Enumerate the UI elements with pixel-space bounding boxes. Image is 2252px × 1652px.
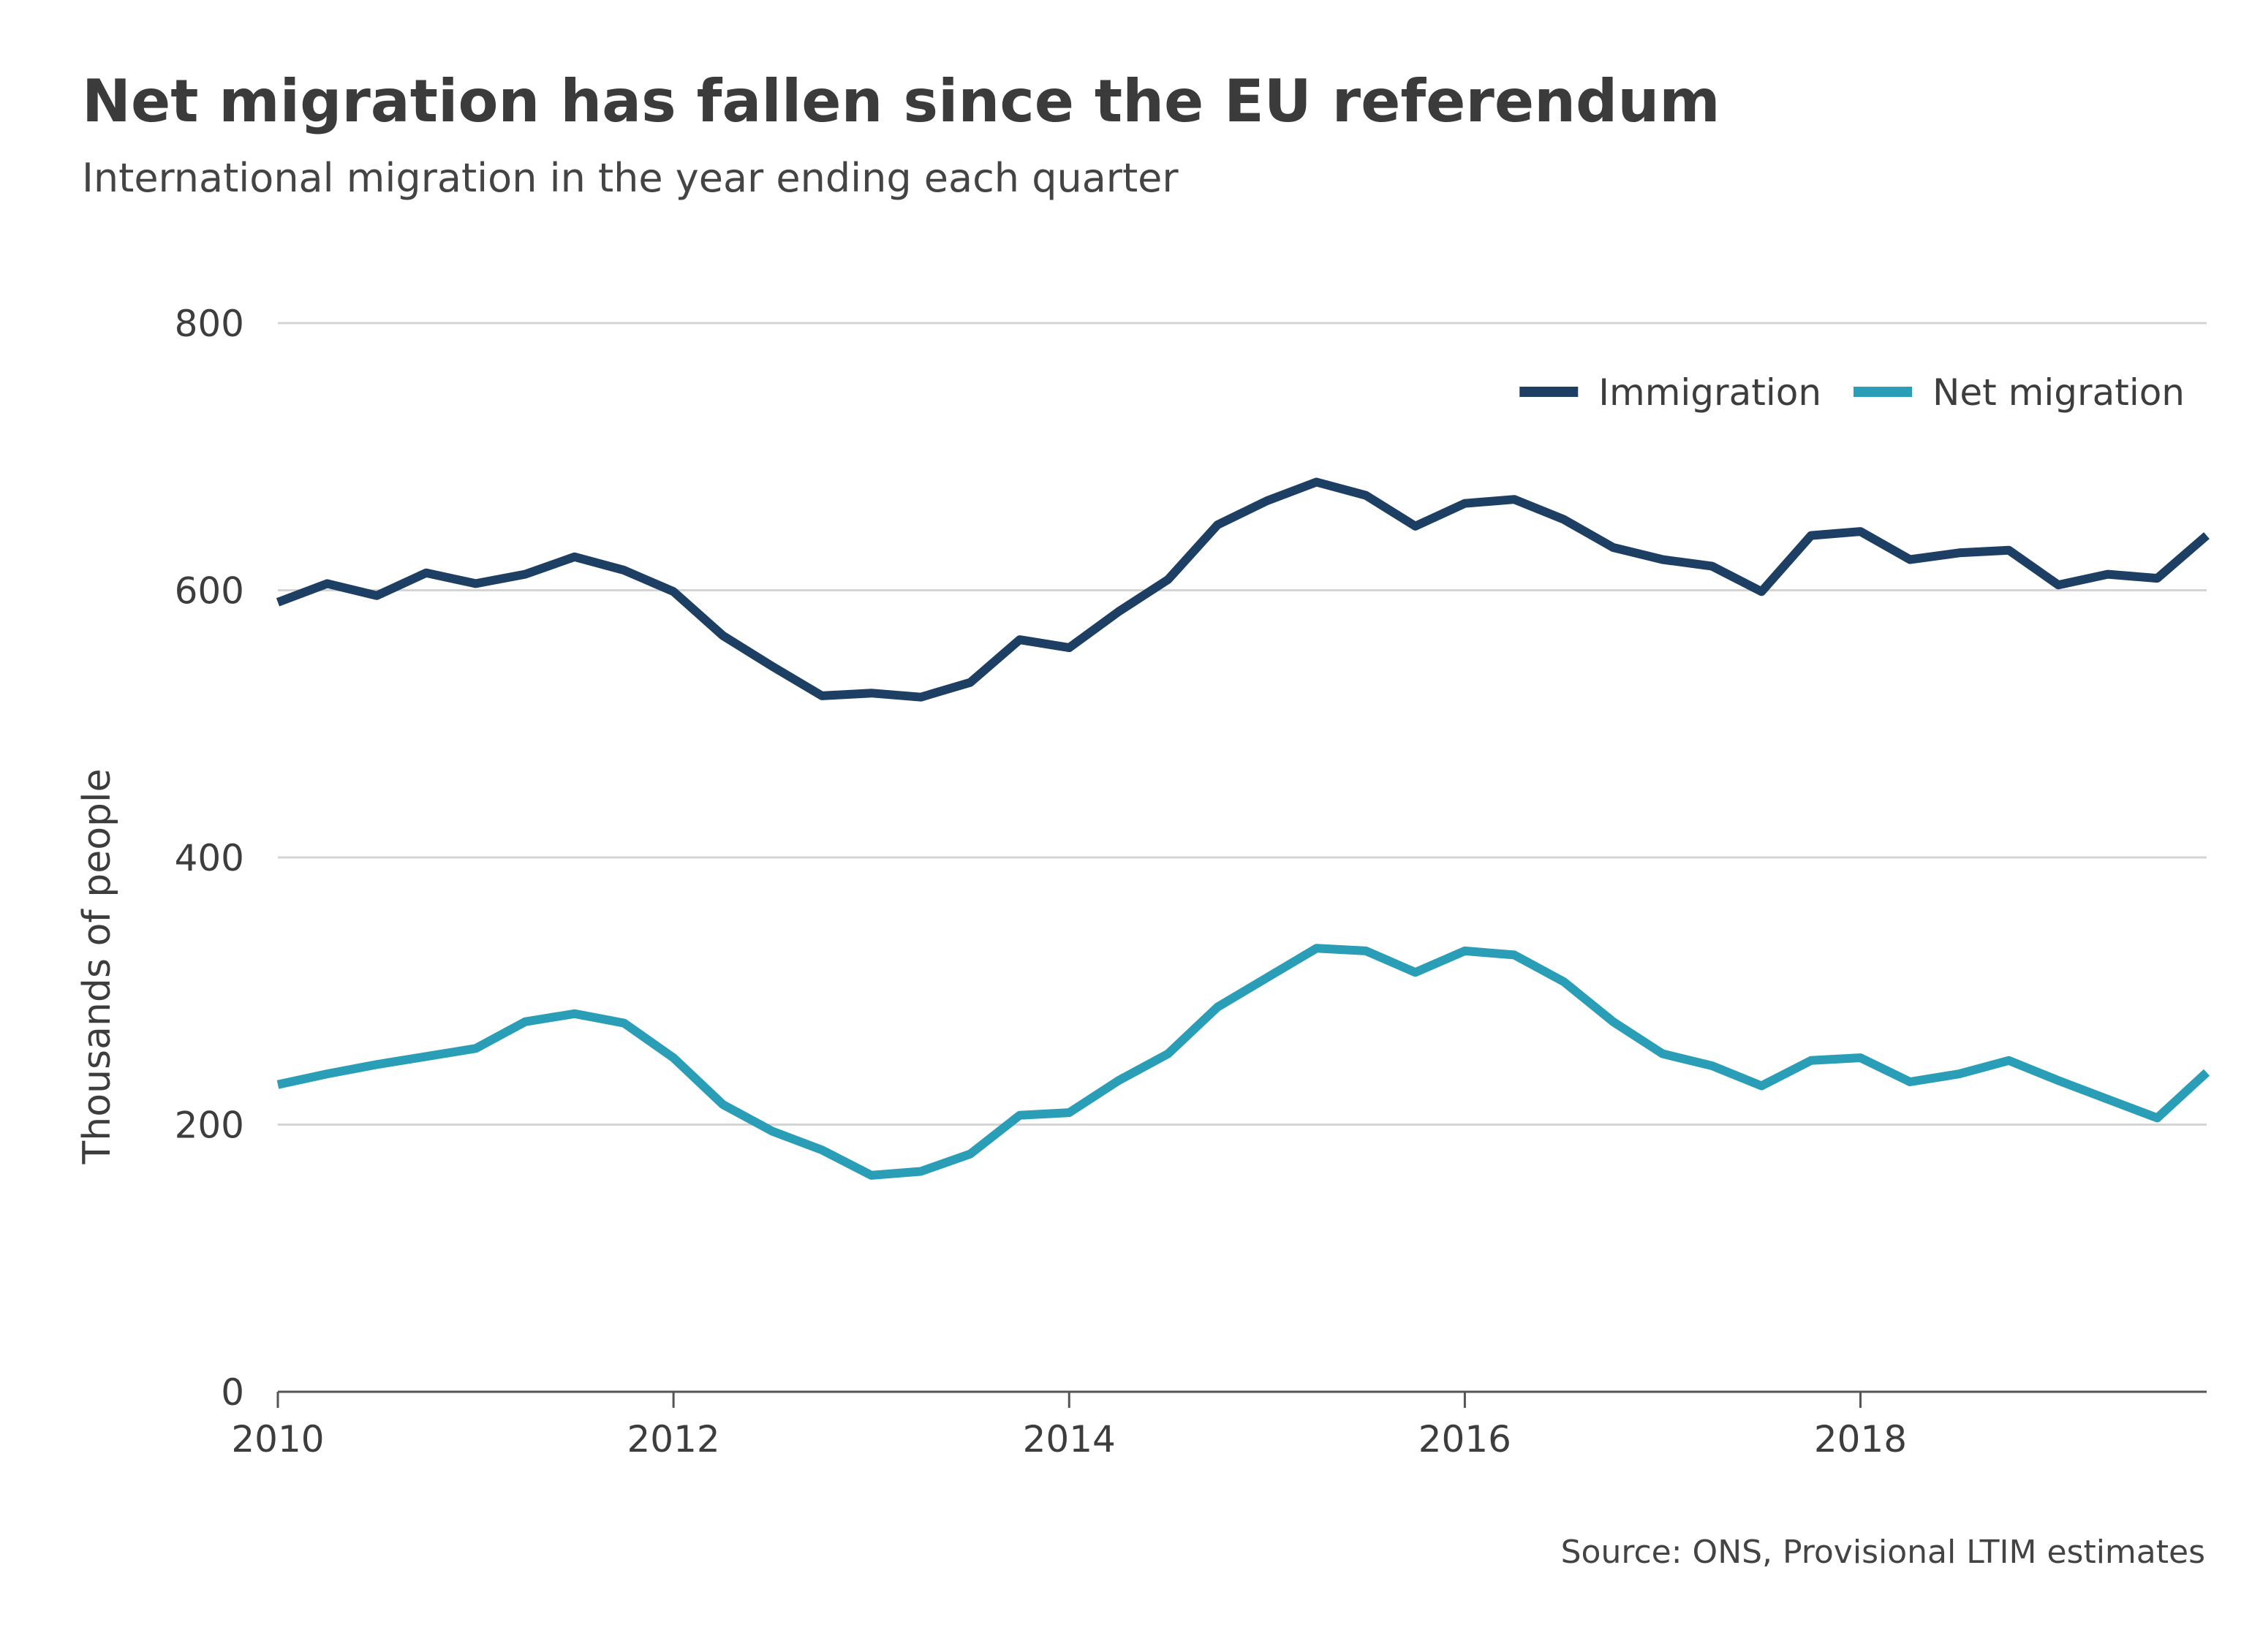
- y-tick-label-200: 200: [175, 1105, 244, 1147]
- axes: 0 200 400 600 800 2010 2012 2014 2016 2018: [175, 303, 2207, 1460]
- y-axis-label: Thousands of people: [75, 769, 119, 1165]
- y-tick-label-0: 0: [221, 1371, 244, 1414]
- series-lines: [276, 477, 2210, 1180]
- y-tick-label-600: 600: [175, 570, 244, 613]
- y-tick-label-800: 800: [175, 303, 244, 345]
- chart-subtitle: International migration in the year endi…: [82, 155, 1179, 201]
- legend: Net migration Immigration: [1519, 371, 2185, 414]
- gridlines: [278, 322, 2207, 1126]
- legend-label-immigration: Immigration: [1598, 371, 1821, 414]
- y-tick-label-400: 400: [175, 837, 244, 879]
- x-tick-label-2018: 2018: [1814, 1418, 1907, 1460]
- series-line-immigration: [276, 477, 2210, 702]
- x-tick-label-2016: 2016: [1418, 1418, 1511, 1460]
- x-tick-label-2010: 2010: [231, 1418, 324, 1460]
- x-tick-label-2014: 2014: [1023, 1418, 1116, 1460]
- chart-title: Net migration has fallen since the EU re…: [82, 67, 1720, 135]
- series-line-net-migration: [276, 944, 2210, 1180]
- x-tick-label-2012: 2012: [627, 1418, 720, 1460]
- legend-label-net-migration: Net migration: [1932, 371, 2185, 414]
- source-note: Source: ONS, Provisional LTIM estimates: [1560, 1534, 2205, 1571]
